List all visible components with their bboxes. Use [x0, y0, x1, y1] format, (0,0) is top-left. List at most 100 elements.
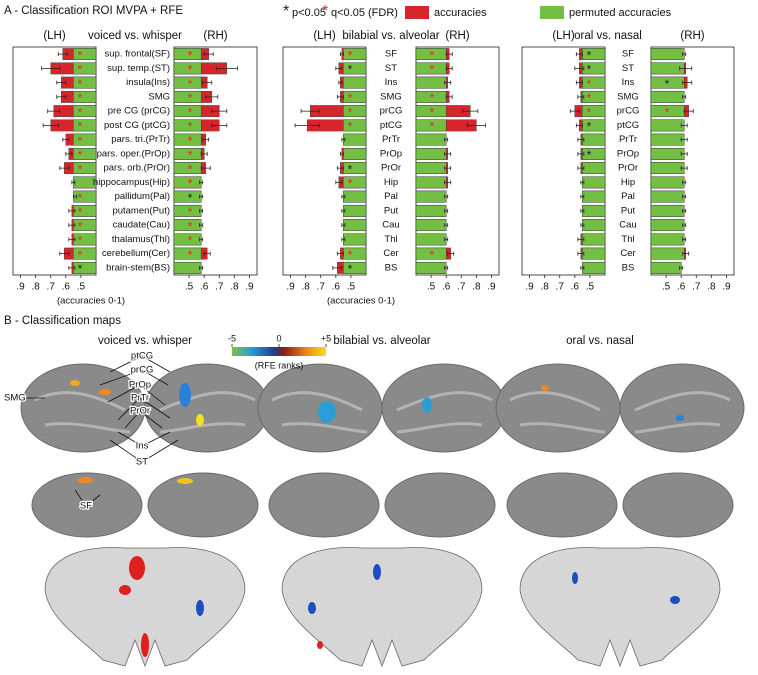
panel-frame	[173, 46, 258, 276]
permuted-bar	[343, 147, 367, 160]
error-bar	[199, 208, 204, 213]
error-bar	[580, 265, 585, 270]
permuted-bar	[173, 247, 202, 260]
x-tick-label: .5	[427, 282, 436, 293]
permuted-bar	[415, 247, 447, 260]
error-bar	[199, 194, 204, 199]
error-bar	[68, 237, 76, 242]
map-group	[495, 363, 745, 667]
region-label: ST	[136, 457, 148, 468]
significance-marker: *	[430, 91, 435, 105]
error-bar	[680, 166, 688, 171]
permuted-bar	[415, 147, 447, 160]
error-bar	[62, 137, 70, 142]
significance-marker: *	[188, 162, 193, 176]
blob	[196, 600, 204, 616]
significance-marker: *	[188, 63, 193, 77]
significance-marker: *	[587, 63, 592, 77]
significance-marker: *	[78, 134, 83, 148]
error-bar	[341, 137, 346, 142]
permuted-bar	[582, 261, 606, 274]
permuted-bar	[73, 133, 97, 146]
x-tick-label: .5	[77, 282, 86, 293]
chart-title: voiced vs. whisper	[88, 30, 182, 42]
error-bar	[682, 194, 687, 199]
blob	[77, 477, 93, 483]
x-axis-label: (accuracies 0-1)	[57, 296, 125, 307]
category-label: Cer	[383, 248, 398, 259]
category-label: PrOr	[381, 163, 401, 174]
error-bar	[444, 137, 449, 142]
x-tick-label: .6	[677, 282, 686, 293]
permuted-bar	[582, 233, 606, 246]
x-tick-label: .5	[586, 282, 595, 293]
error-bar	[444, 166, 452, 171]
permuted-bar	[415, 190, 447, 203]
error-bar	[682, 251, 690, 256]
error-bar	[294, 123, 320, 128]
error-bar	[202, 80, 213, 85]
permuted-bar	[73, 48, 97, 61]
significance-marker: *	[348, 120, 353, 134]
error-bar	[56, 80, 67, 85]
panel-b-texts: voiced vs. whisper bilabial vs. alveolar o…	[3, 333, 634, 512]
category-label: ptCG	[617, 120, 639, 131]
significance-marker: *	[348, 177, 353, 191]
significance-symbol: *	[283, 3, 289, 20]
category-label: Hip	[621, 177, 635, 188]
category-label: Thl	[384, 234, 397, 245]
category-label: SMG	[380, 91, 402, 102]
map-group	[20, 363, 270, 667]
significance-marker: *	[348, 162, 353, 176]
significance-marker: *	[348, 262, 353, 276]
medial-right	[384, 472, 496, 538]
error-bar	[335, 66, 343, 71]
permuted-bar	[343, 119, 367, 132]
significance-marker: *	[188, 234, 193, 248]
permuted-bar	[415, 176, 447, 189]
hemisphere-label: (LH)	[552, 30, 575, 42]
region-label: SF	[80, 501, 92, 512]
error-bar	[444, 208, 449, 213]
significance-marker: *	[348, 63, 353, 77]
error-bar	[682, 237, 687, 242]
category-label: hippocampus(Hip)	[93, 177, 170, 188]
lateral-left	[20, 363, 146, 453]
error-bar	[205, 94, 219, 99]
x-tick-label: .7	[457, 282, 466, 293]
permuted-bar	[343, 62, 367, 75]
category-label: sup. temp.(ST)	[107, 63, 170, 74]
error-bar	[680, 123, 688, 128]
permuted-bar	[650, 90, 685, 103]
category-label: sup. frontal(SF)	[105, 49, 170, 60]
region-label: prCG	[131, 365, 154, 376]
category-label: Put	[384, 205, 399, 216]
error-bar	[211, 123, 228, 128]
x-tick-label: .9	[722, 282, 731, 293]
category-label: pars. orb.(PrOr)	[103, 163, 170, 174]
error-bar	[577, 151, 585, 156]
error-bar	[680, 151, 688, 156]
error-bar	[577, 166, 585, 171]
category-label: caudate(Cau)	[112, 220, 170, 231]
category-label: Cer	[620, 248, 635, 259]
significance-marker: *	[188, 77, 193, 91]
medial-right	[622, 472, 734, 538]
category-label: Hip	[384, 177, 398, 188]
error-bar	[199, 180, 204, 185]
blob	[676, 415, 684, 421]
x-tick-label: .8	[31, 282, 40, 293]
category-label: pre CG (prCG)	[108, 106, 170, 117]
x-tick-label: .6	[332, 282, 341, 293]
lateral-left	[495, 363, 621, 453]
map-group	[257, 363, 507, 667]
blob	[422, 397, 432, 413]
permuted-bar	[415, 105, 447, 118]
colorbar-title: (RFE ranks)	[255, 360, 304, 370]
region-label: PrOr	[130, 406, 150, 417]
permuted-bar	[343, 261, 367, 274]
x-tick-label: .9	[525, 282, 534, 293]
panel-frame	[415, 46, 500, 276]
significance-marker: *	[587, 48, 592, 62]
